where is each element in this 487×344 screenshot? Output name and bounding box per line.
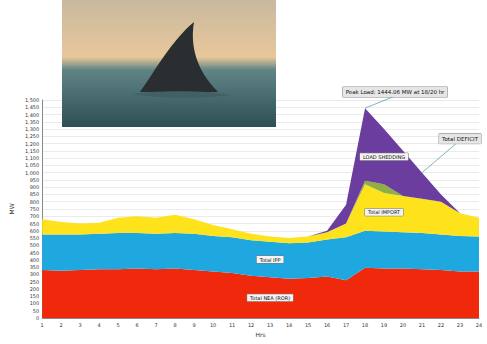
svg-text:Total DEFICIT: Total DEFICIT xyxy=(441,136,479,142)
svg-text:24: 24 xyxy=(476,322,482,328)
svg-text:14: 14 xyxy=(286,322,292,328)
svg-text:MW: MW xyxy=(8,203,15,214)
svg-text:1,500: 1,500 xyxy=(25,97,39,103)
svg-text:700: 700 xyxy=(30,213,40,219)
svg-text:900: 900 xyxy=(30,184,40,190)
svg-text:1,400: 1,400 xyxy=(25,112,39,118)
svg-text:750: 750 xyxy=(30,206,40,212)
svg-text:1,100: 1,100 xyxy=(25,155,39,161)
svg-text:850: 850 xyxy=(30,191,40,197)
svg-text:200: 200 xyxy=(30,286,40,292)
svg-text:10: 10 xyxy=(210,322,216,328)
svg-text:800: 800 xyxy=(30,199,40,205)
svg-text:18: 18 xyxy=(362,322,368,328)
svg-text:21: 21 xyxy=(419,322,425,328)
svg-text:12: 12 xyxy=(248,322,254,328)
svg-text:1,050: 1,050 xyxy=(25,162,39,168)
svg-text:Peak Load: 1444.06 MW at 18/20: Peak Load: 1444.06 MW at 18/20 hr xyxy=(346,89,445,95)
svg-text:250: 250 xyxy=(30,279,40,285)
svg-text:1,450: 1,450 xyxy=(25,104,39,110)
svg-text:100: 100 xyxy=(30,300,40,306)
svg-text:23: 23 xyxy=(457,322,463,328)
svg-text:20: 20 xyxy=(400,322,406,328)
svg-text:22: 22 xyxy=(438,322,444,328)
svg-text:Total NEA (ROR): Total NEA (ROR) xyxy=(249,295,290,301)
svg-text:0: 0 xyxy=(36,315,39,321)
svg-text:550: 550 xyxy=(30,235,40,241)
svg-text:1,150: 1,150 xyxy=(25,148,39,154)
svg-text:LOAD SHEDDING: LOAD SHEDDING xyxy=(363,154,405,160)
svg-text:7: 7 xyxy=(155,322,158,328)
svg-text:3: 3 xyxy=(79,322,82,328)
svg-text:16: 16 xyxy=(324,322,330,328)
svg-text:1,000: 1,000 xyxy=(25,170,39,176)
svg-text:1,200: 1,200 xyxy=(25,141,39,147)
svg-text:Total IPP: Total IPP xyxy=(259,257,281,263)
svg-text:400: 400 xyxy=(30,257,40,263)
svg-text:1: 1 xyxy=(41,322,44,328)
svg-text:150: 150 xyxy=(30,293,40,299)
svg-text:450: 450 xyxy=(30,250,40,256)
svg-text:300: 300 xyxy=(30,271,40,277)
svg-text:1,250: 1,250 xyxy=(25,133,39,139)
svg-text:2: 2 xyxy=(60,322,63,328)
svg-text:9: 9 xyxy=(193,322,196,328)
svg-text:17: 17 xyxy=(343,322,349,328)
svg-text:50: 50 xyxy=(33,308,39,314)
svg-text:650: 650 xyxy=(30,221,40,227)
svg-text:8: 8 xyxy=(174,322,177,328)
svg-text:4: 4 xyxy=(98,322,101,328)
svg-text:6: 6 xyxy=(136,322,139,328)
svg-text:11: 11 xyxy=(229,322,235,328)
svg-text:950: 950 xyxy=(30,177,40,183)
svg-text:Hrs: Hrs xyxy=(256,331,266,338)
svg-text:350: 350 xyxy=(30,264,40,270)
svg-text:1,350: 1,350 xyxy=(25,119,39,125)
svg-text:1,300: 1,300 xyxy=(25,126,39,132)
svg-text:13: 13 xyxy=(267,322,273,328)
svg-text:Total IMPORT: Total IMPORT xyxy=(367,209,401,215)
svg-text:15: 15 xyxy=(305,322,311,328)
svg-text:5: 5 xyxy=(117,322,120,328)
svg-text:600: 600 xyxy=(30,228,40,234)
svg-text:19: 19 xyxy=(381,322,387,328)
svg-text:500: 500 xyxy=(30,242,40,248)
